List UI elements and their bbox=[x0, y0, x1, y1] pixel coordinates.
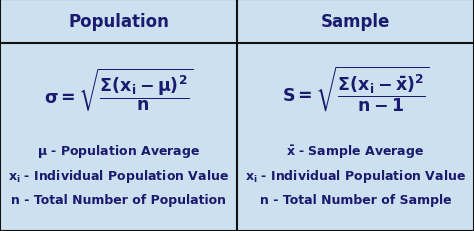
Text: x$\mathbf{_i}$ - Individual Population Value: x$\mathbf{_i}$ - Individual Population V… bbox=[245, 167, 466, 184]
Text: Sample: Sample bbox=[321, 13, 390, 31]
Text: $\mathbf{\sigma = \sqrt{\dfrac{\Sigma(x_i - \mu)^2}{n}}}$: $\mathbf{\sigma = \sqrt{\dfrac{\Sigma(x_… bbox=[44, 66, 193, 112]
Text: n - Total Number of Sample: n - Total Number of Sample bbox=[260, 193, 451, 206]
Text: n - Total Number of Population: n - Total Number of Population bbox=[11, 193, 226, 206]
Text: $\mathbf{\mu}$ - Population Average: $\mathbf{\mu}$ - Population Average bbox=[37, 143, 200, 160]
Text: Population: Population bbox=[68, 13, 169, 31]
Text: x$\mathbf{_i}$ - Individual Population Value: x$\mathbf{_i}$ - Individual Population V… bbox=[8, 167, 229, 184]
Text: $\mathbf{S = \sqrt{\dfrac{\Sigma(x_i - \bar{x})^2}{n-1}}}$: $\mathbf{S = \sqrt{\dfrac{\Sigma(x_i - \… bbox=[282, 64, 429, 113]
Text: $\mathbf{\bar{x}}$ - Sample Average: $\mathbf{\bar{x}}$ - Sample Average bbox=[286, 143, 425, 160]
